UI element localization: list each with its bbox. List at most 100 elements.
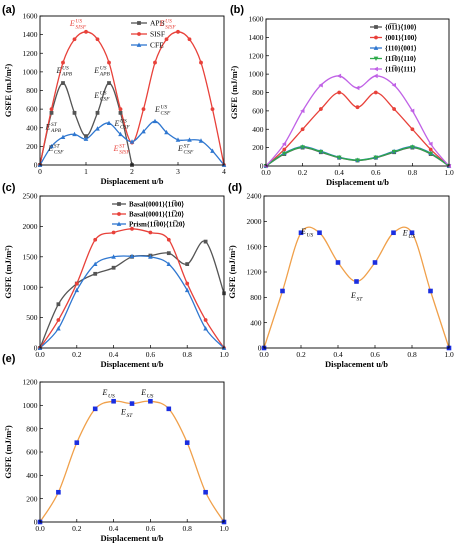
annotation: E US <box>140 388 153 400</box>
data-point <box>107 60 111 65</box>
y-axis-label: GSFE (mJ/m²) <box>3 425 13 478</box>
data-point <box>95 37 100 42</box>
data-point <box>74 440 80 445</box>
data-point <box>141 128 146 134</box>
legend-label: {110}⟨001⟩ <box>385 45 417 53</box>
data-point <box>355 158 360 163</box>
data-point <box>185 281 190 286</box>
data-point <box>210 107 215 112</box>
series-line <box>266 91 449 167</box>
data-point <box>203 239 208 244</box>
legend-label: Prism{11̅00}⟨11̅20⟩ <box>129 221 185 229</box>
data-point <box>203 326 208 331</box>
data-point <box>335 260 341 265</box>
y-tick-label: 400 <box>250 318 262 327</box>
annotation-subscript: APB <box>50 128 62 134</box>
annotation-symbol: E <box>114 119 120 128</box>
x-tick-label: 0.4 <box>109 524 119 533</box>
series-group <box>40 400 224 523</box>
annotation-subscript: SISF <box>119 150 130 156</box>
y-tick-label: 1400 <box>249 33 264 42</box>
annotation-superscript: ST <box>119 144 126 150</box>
y-tick-label: 400 <box>26 471 38 480</box>
annotation-subscript: US <box>147 393 154 399</box>
data-point <box>391 82 396 88</box>
annotation-symbol: E <box>177 144 183 153</box>
plot-frame <box>265 18 450 167</box>
annotation-symbol: E <box>93 91 99 100</box>
data-point <box>298 230 304 236</box>
data-point <box>164 37 169 42</box>
y-tick-label: 0 <box>34 518 38 527</box>
y-tick-label: 400 <box>252 125 264 134</box>
annotation-symbol: E <box>93 66 99 75</box>
legend-marker <box>374 35 378 40</box>
legend-marker <box>373 66 378 72</box>
data-point <box>93 271 98 276</box>
data-point <box>56 326 61 331</box>
data-point <box>355 105 360 110</box>
data-point <box>187 137 192 142</box>
y-tick-label: 0 <box>34 161 38 170</box>
plot-frame <box>39 195 225 349</box>
data-point <box>49 143 54 149</box>
data-point <box>72 110 77 115</box>
annotation-subscript: CSF <box>100 96 110 102</box>
x-tick-label: 0.0 <box>35 350 45 359</box>
data-point <box>152 118 158 124</box>
series-line <box>40 400 224 523</box>
data-point <box>118 110 123 115</box>
annotation: E ST <box>120 408 133 420</box>
data-point <box>184 440 190 445</box>
data-point <box>74 287 80 293</box>
annotation-subscript: US <box>108 393 115 399</box>
data-point <box>355 85 360 91</box>
data-point <box>129 401 135 406</box>
data-point <box>373 73 378 79</box>
data-point <box>373 155 379 161</box>
legend-label: SISF <box>150 30 165 39</box>
series-line <box>40 228 224 349</box>
y-tick-label: 200 <box>26 142 38 151</box>
panel-e: 0.0 0.2 0.4 0.6 0.8 1.0 0 200 400 600 800 1000 1200 D… <box>2 353 229 543</box>
data-point <box>428 141 433 147</box>
annotation-symbol: E <box>402 228 408 237</box>
y-tick-label: 400 <box>26 123 38 132</box>
y-tick-label: 2000 <box>247 217 262 226</box>
data-point <box>318 82 323 88</box>
series-line <box>264 226 449 349</box>
legend-label: {0̅1̅1}⟨100⟩ <box>385 24 417 32</box>
annotation-subscript: ST <box>126 413 133 419</box>
data-point <box>300 108 305 114</box>
annotation-subscript: US <box>307 233 314 239</box>
y-tick-label: 800 <box>26 86 38 95</box>
series-line <box>266 146 449 167</box>
annotation-subscript: ST <box>356 296 363 302</box>
annotation-superscript: ST <box>54 144 61 150</box>
annotation-superscript: US <box>161 104 168 110</box>
legend-marker <box>373 45 379 50</box>
data-point <box>428 151 433 157</box>
y-tick-label: 1200 <box>23 49 38 58</box>
x-tick-label: 0.4 <box>109 350 119 359</box>
data-point <box>203 318 208 322</box>
data-point <box>129 253 135 259</box>
annotation-superscript: US <box>100 65 107 71</box>
x-tick-label: 0.0 <box>261 168 271 177</box>
data-point <box>92 261 98 266</box>
annotation-symbol: E <box>113 144 119 153</box>
y-tick-label: 1600 <box>247 242 262 251</box>
panel-label: (d) <box>228 182 242 194</box>
y-tick-label: 2000 <box>23 222 38 231</box>
x-tick-label: 0.0 <box>35 524 45 533</box>
x-tick-label: 0.8 <box>183 524 193 533</box>
data-point <box>56 302 61 307</box>
data-point <box>95 126 100 131</box>
y-tick-label: 1200 <box>247 268 262 277</box>
annotation-symbol: E <box>140 388 146 397</box>
data-point <box>336 73 342 79</box>
